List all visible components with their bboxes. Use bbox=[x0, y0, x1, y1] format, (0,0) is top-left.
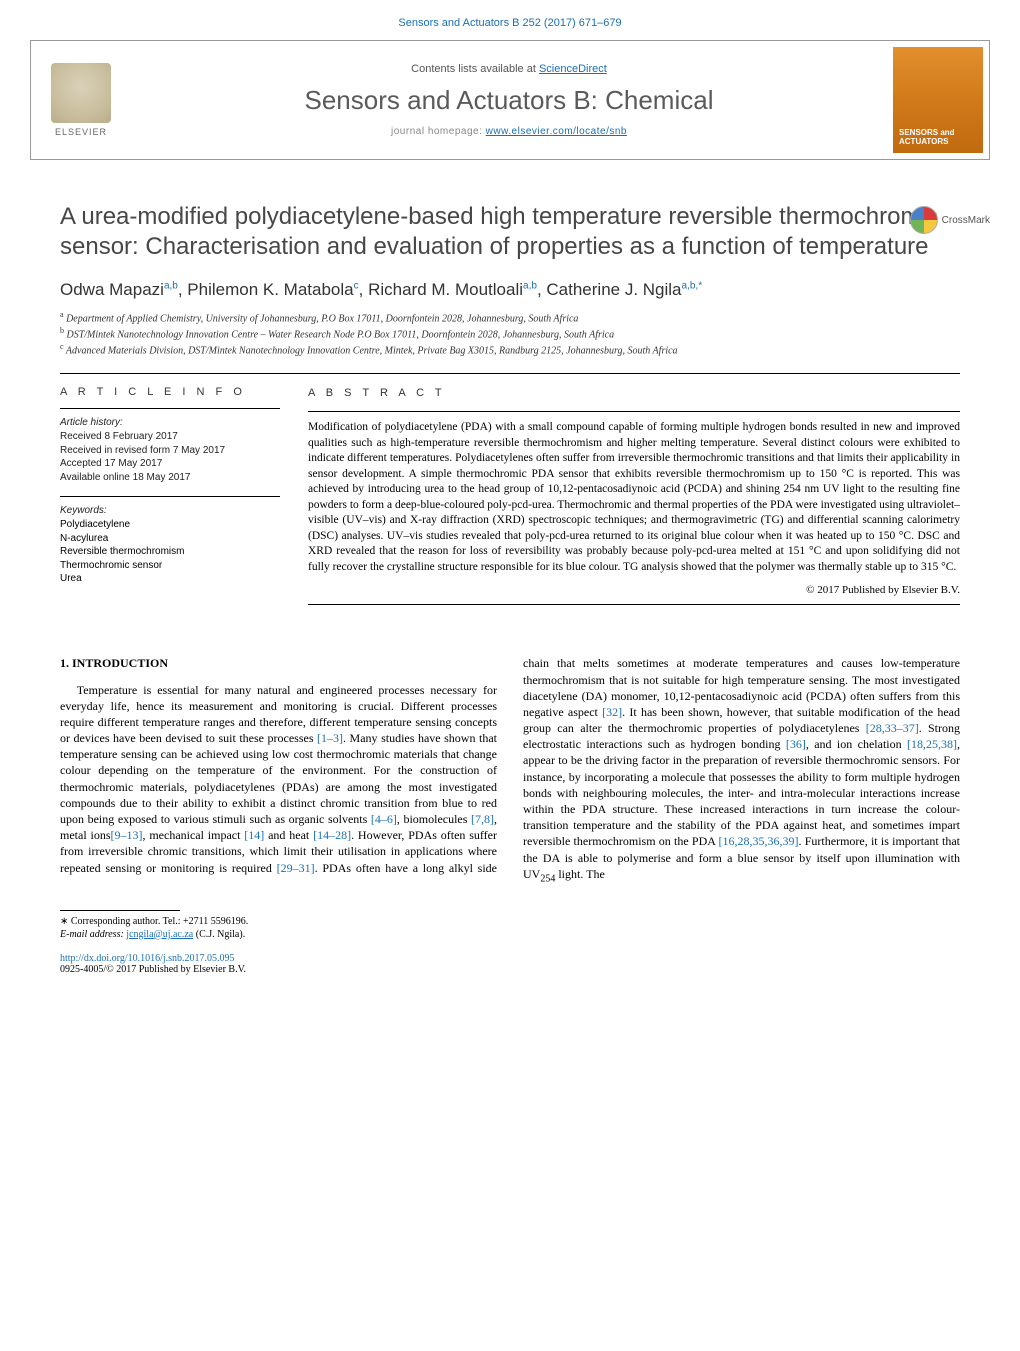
info-abstract-row: A R T I C L E I N F O Article history: R… bbox=[60, 386, 960, 613]
contents-prefix: Contents lists available at bbox=[411, 63, 539, 75]
ref-4-6[interactable]: [4–6] bbox=[371, 812, 397, 826]
issn-line: 0925-4005/© 2017 Published by Elsevier B… bbox=[60, 964, 960, 975]
intro-para-1: Temperature is essential for many natura… bbox=[60, 655, 960, 885]
elsevier-tree-icon bbox=[51, 63, 111, 123]
crossmark-icon bbox=[910, 206, 938, 234]
homepage-prefix: journal homepage: bbox=[391, 126, 486, 137]
citation-text: Sensors and Actuators B 252 (2017) 671–6… bbox=[398, 17, 621, 29]
ref-16-28-35-36-39[interactable]: [16,28,35,36,39] bbox=[719, 834, 799, 848]
author-3-aff: a,b,* bbox=[682, 280, 703, 291]
paper-title: A urea-modified polydiacetylene-based hi… bbox=[60, 202, 960, 262]
corresponding-author-footer: ∗ Corresponding author. Tel.: +2711 5596… bbox=[60, 910, 960, 941]
keyword-2: Reversible thermochromism bbox=[60, 545, 280, 559]
authors-line: Odwa Mapazia,b, Philemon K. Matabolac, R… bbox=[60, 280, 960, 300]
abstract-column: A B S T R A C T Modification of polydiac… bbox=[308, 386, 960, 613]
journal-cover-thumb: SENSORS and ACTUATORS bbox=[893, 47, 983, 153]
info-rule-2 bbox=[60, 496, 280, 497]
keyword-1: N-acylurea bbox=[60, 532, 280, 546]
article-info-heading: A R T I C L E I N F O bbox=[60, 386, 280, 398]
uv-254-sub: 254 bbox=[540, 873, 555, 884]
history-2: Accepted 17 May 2017 bbox=[60, 457, 280, 471]
section-1-heading: 1. INTRODUCTION bbox=[60, 655, 497, 671]
history-0: Received 8 February 2017 bbox=[60, 430, 280, 444]
abstract-heading: A B S T R A C T bbox=[308, 386, 960, 401]
ref-14[interactable]: [14] bbox=[244, 828, 264, 842]
ref-1-3[interactable]: [1–3] bbox=[317, 731, 343, 745]
keywords-block: Keywords: Polydiacetylene N-acylurea Rev… bbox=[60, 505, 280, 586]
abstract-copyright: © 2017 Published by Elsevier B.V. bbox=[308, 583, 960, 598]
info-rule-1 bbox=[60, 408, 280, 409]
keyword-3: Thermochromic sensor bbox=[60, 559, 280, 573]
homepage-link[interactable]: www.elsevier.com/locate/snb bbox=[486, 126, 627, 137]
keyword-4: Urea bbox=[60, 572, 280, 586]
history-label: Article history: bbox=[60, 417, 280, 428]
author-0: Odwa Mapazi bbox=[60, 280, 164, 299]
author-1-aff: c bbox=[354, 280, 359, 291]
ref-36[interactable]: [36] bbox=[786, 737, 806, 751]
keywords-label: Keywords: bbox=[60, 505, 280, 516]
homepage-line: journal homepage: www.elsevier.com/locat… bbox=[391, 126, 627, 137]
ref-32[interactable]: [32] bbox=[602, 705, 622, 719]
elsevier-logo: ELSEVIER bbox=[31, 41, 131, 159]
abstract-text: Modification of polydiacetylene (PDA) wi… bbox=[308, 420, 960, 575]
affiliation-a: a Department of Applied Chemistry, Unive… bbox=[60, 310, 960, 326]
ref-7-8[interactable]: [7,8] bbox=[471, 812, 494, 826]
author-0-aff: a,b bbox=[164, 280, 178, 291]
journal-masthead: ELSEVIER Contents lists available at Sci… bbox=[30, 40, 990, 160]
doi-link[interactable]: http://dx.doi.org/10.1016/j.snb.2017.05.… bbox=[60, 953, 235, 964]
journal-center: Contents lists available at ScienceDirec… bbox=[131, 41, 887, 159]
author-2-aff: a,b bbox=[523, 280, 537, 291]
keyword-0: Polydiacetylene bbox=[60, 518, 280, 532]
footer-rule bbox=[60, 910, 180, 911]
email-line: E-mail address: jcngila@uj.ac.za (C.J. N… bbox=[60, 928, 960, 941]
elsevier-label: ELSEVIER bbox=[55, 127, 107, 137]
article-info-column: A R T I C L E I N F O Article history: R… bbox=[60, 386, 280, 613]
ref-18-25-38[interactable]: [18,25,38] bbox=[907, 737, 957, 751]
ref-29-31[interactable]: [29–31] bbox=[277, 861, 315, 875]
contents-line: Contents lists available at ScienceDirec… bbox=[411, 63, 607, 75]
affiliation-b: b DST/Mintek Nanotechnology Innovation C… bbox=[60, 326, 960, 342]
email-link[interactable]: jcngila@uj.ac.za bbox=[126, 929, 193, 940]
journal-title: Sensors and Actuators B: Chemical bbox=[305, 85, 714, 116]
citation-header: Sensors and Actuators B 252 (2017) 671–6… bbox=[0, 0, 1020, 34]
crossmark-label: CrossMark bbox=[942, 215, 990, 226]
divider-top bbox=[60, 373, 960, 374]
ref-9-13[interactable]: [9–13] bbox=[111, 828, 143, 842]
title-block: CrossMark A urea-modified polydiacetylen… bbox=[60, 202, 960, 262]
history-1: Received in revised form 7 May 2017 bbox=[60, 444, 280, 458]
affiliations: a Department of Applied Chemistry, Unive… bbox=[60, 310, 960, 357]
body-columns: 1. INTRODUCTION Temperature is essential… bbox=[60, 655, 960, 885]
history-3: Available online 18 May 2017 bbox=[60, 471, 280, 485]
email-name: (C.J. Ngila). bbox=[193, 929, 245, 940]
ref-28-33-37[interactable]: [28,33–37] bbox=[866, 721, 919, 735]
abstract-rule bbox=[308, 411, 960, 412]
affiliation-c: c Advanced Materials Division, DST/Minte… bbox=[60, 342, 960, 358]
corr-author-line: ∗ Corresponding author. Tel.: +2711 5596… bbox=[60, 915, 960, 928]
email-label: E-mail address: bbox=[60, 929, 126, 940]
author-3: Catherine J. Ngila bbox=[546, 280, 681, 299]
crossmark-badge[interactable]: CrossMark bbox=[910, 206, 990, 234]
abstract-rule-bottom bbox=[308, 604, 960, 605]
doi-block: http://dx.doi.org/10.1016/j.snb.2017.05.… bbox=[60, 953, 960, 975]
author-2: Richard M. Moutloali bbox=[368, 280, 523, 299]
sciencedirect-link[interactable]: ScienceDirect bbox=[539, 63, 607, 75]
ref-14-28[interactable]: [14–28] bbox=[313, 828, 351, 842]
author-1: Philemon K. Matabola bbox=[187, 280, 353, 299]
cover-label-2: ACTUATORS bbox=[899, 138, 977, 147]
